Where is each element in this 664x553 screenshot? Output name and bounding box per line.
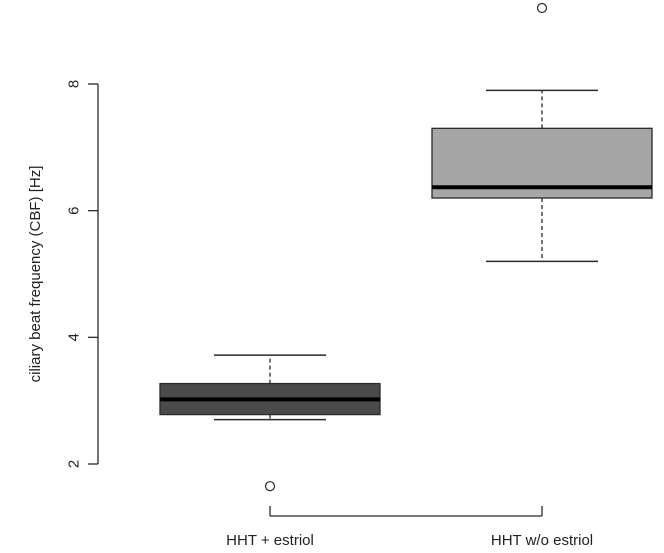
y-axis: 2 4 6 8: [66, 80, 99, 468]
x-tick-label: HHT w/o estriol: [491, 532, 593, 549]
x-axis: HHT + estriol HHT w/o estriol: [226, 506, 593, 549]
outlier-point: [264, 481, 276, 492]
x-tick-label: HHT + estriol: [226, 532, 314, 549]
outlier-point: [536, 2, 548, 14]
y-tick-label: 8: [66, 80, 83, 88]
y-tick-label: 4: [66, 333, 83, 341]
y-axis-title: ciliary beat frequency (CBF) [Hz]: [27, 166, 44, 383]
boxes: [159, 2, 653, 492]
box-group: [159, 354, 381, 492]
y-tick-label: 2: [66, 460, 83, 468]
box-group: [431, 2, 653, 263]
y-tick-label: 6: [66, 206, 83, 214]
